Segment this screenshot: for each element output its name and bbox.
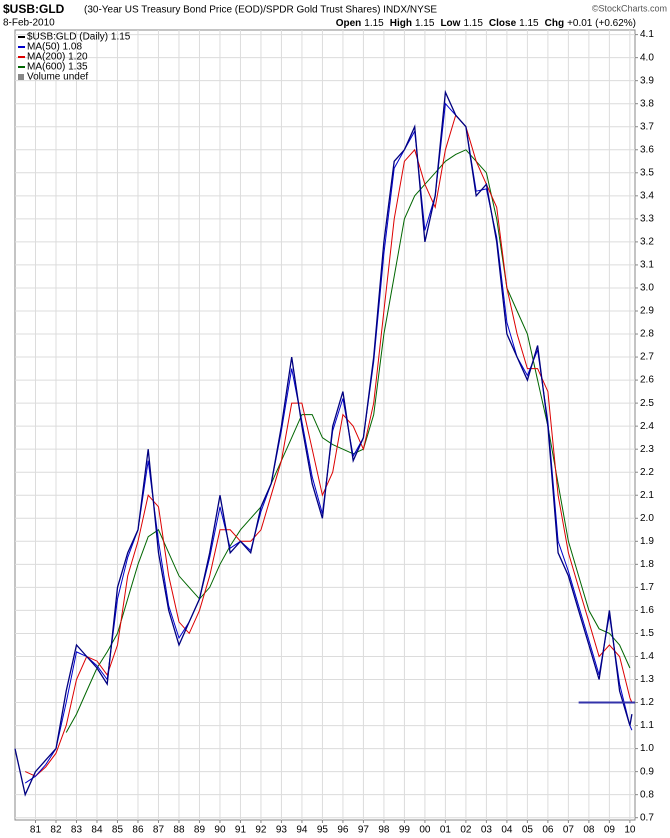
x-tick-label: 95 <box>317 825 329 836</box>
quote-label: Open <box>336 18 362 29</box>
x-tick-label: 02 <box>460 825 472 836</box>
series-line <box>14 89 633 797</box>
x-tick-label: 99 <box>399 825 411 836</box>
y-tick-label: 3.8 <box>640 98 654 109</box>
y-tick-label: 1.3 <box>640 674 654 685</box>
quote-value: 1.15 <box>463 18 483 29</box>
quote-value: 1.15 <box>519 18 539 29</box>
y-tick-label: 2.6 <box>640 375 654 386</box>
x-tick-label: 83 <box>71 825 83 836</box>
y-tick-label: 2.4 <box>640 421 654 432</box>
y-tick-label: 3.6 <box>640 144 654 155</box>
x-tick-label: 98 <box>378 825 390 836</box>
legend-label: Volume undef <box>27 72 88 83</box>
y-tick-label: 0.8 <box>640 789 654 800</box>
y-tick-label: 1.9 <box>640 536 654 547</box>
x-tick-label: 06 <box>542 825 554 836</box>
y-tick-label: 1.7 <box>640 582 654 593</box>
y-tick-label: 2.3 <box>640 444 654 455</box>
chart-subtitle: (30-Year US Treasury Bond Price (EOD)/SP… <box>84 5 437 16</box>
quote-value: +0.01 (+0.62%) <box>567 18 636 29</box>
legend-label: MA(600) 1.35 <box>27 62 88 73</box>
y-tick-label: 1.5 <box>640 628 654 639</box>
x-tick-label: 81 <box>30 825 42 836</box>
y-tick-label: 2.0 <box>640 513 654 524</box>
y-tick-label: 3.5 <box>640 167 654 178</box>
plot-area <box>14 29 636 821</box>
chart-title: $USB:GLD <box>3 2 65 16</box>
y-tick-label: 3.4 <box>640 190 654 201</box>
x-tick-label: 97 <box>358 825 370 836</box>
y-tick-label: 1.1 <box>640 720 654 731</box>
x-tick-label: 03 <box>481 825 493 836</box>
quote: Open 1.15 High 1.15 Low 1.15 Close 1.15 Chg +0.01… <box>336 18 636 29</box>
x-tick-label: 87 <box>153 825 165 836</box>
x-tick-label: 96 <box>337 825 349 836</box>
y-tick-label: 2.5 <box>640 398 654 409</box>
y-tick-label: 1.0 <box>640 743 654 754</box>
y-tick-label: 0.9 <box>640 766 654 777</box>
series-line <box>65 149 631 733</box>
x-tick-label: 90 <box>214 825 226 836</box>
quote-value: 1.15 <box>415 18 435 29</box>
copyright: ©StockCharts.com <box>592 3 667 13</box>
legend-label: MA(50) 1.08 <box>27 42 82 53</box>
x-tick-label: 05 <box>522 825 534 836</box>
x-tick-label: 89 <box>194 825 206 836</box>
x-tick-label: 91 <box>235 825 247 836</box>
y-tick-label: 3.7 <box>640 121 654 132</box>
y-tick-label: 3.9 <box>640 75 654 86</box>
x-tick-label: 04 <box>501 825 513 836</box>
x-tick-label: 10 <box>624 825 636 836</box>
y-tick-label: 1.8 <box>640 559 654 570</box>
y-tick-label: 3.1 <box>640 260 654 271</box>
x-tick-label: 92 <box>255 825 267 836</box>
y-tick-label: 0.7 <box>640 812 654 823</box>
y-tick-label: 2.9 <box>640 306 654 317</box>
y-tick-label: 1.4 <box>640 651 654 662</box>
y-tick-label: 4.0 <box>640 52 654 63</box>
y-tick-label: 3.0 <box>640 283 654 294</box>
x-tick-label: 09 <box>604 825 616 836</box>
quote-label: Chg <box>545 18 564 29</box>
x-tick-label: 00 <box>419 825 431 836</box>
y-tick-label: 2.8 <box>640 329 654 340</box>
x-tick-label: 85 <box>112 825 124 836</box>
x-tick-label: 08 <box>583 825 595 836</box>
date: 8-Feb-2010 <box>3 18 55 29</box>
x-tick-label: 07 <box>563 825 575 836</box>
x-tick-label: 88 <box>173 825 185 836</box>
x-tick-label: 94 <box>296 825 308 836</box>
legend-label: MA(200) 1.20 <box>27 52 88 63</box>
y-tick-label: 3.2 <box>640 237 654 248</box>
quote-label: Low <box>440 18 460 29</box>
x-tick-label: 82 <box>50 825 62 836</box>
y-tick-label: 2.2 <box>640 467 654 478</box>
x-tick-label: 93 <box>276 825 288 836</box>
quote-label: High <box>390 18 412 29</box>
y-tick-label: 3.3 <box>640 214 654 225</box>
legend-label: $USB:GLD (Daily) 1.15 <box>27 32 131 43</box>
series-line <box>24 114 633 777</box>
y-tick-label: 2.1 <box>640 490 654 501</box>
legend-swatch <box>18 74 24 80</box>
y-tick-label: 1.6 <box>640 605 654 616</box>
x-tick-label: 86 <box>132 825 144 836</box>
y-tick-label: 2.7 <box>640 352 654 363</box>
quote-value: 1.15 <box>364 18 384 29</box>
quote-label: Close <box>489 18 517 29</box>
x-tick-label: 84 <box>91 825 103 836</box>
y-tick-label: 1.2 <box>640 697 654 708</box>
x-tick-label: 01 <box>440 825 452 836</box>
y-tick-label: 4.1 <box>640 29 654 40</box>
